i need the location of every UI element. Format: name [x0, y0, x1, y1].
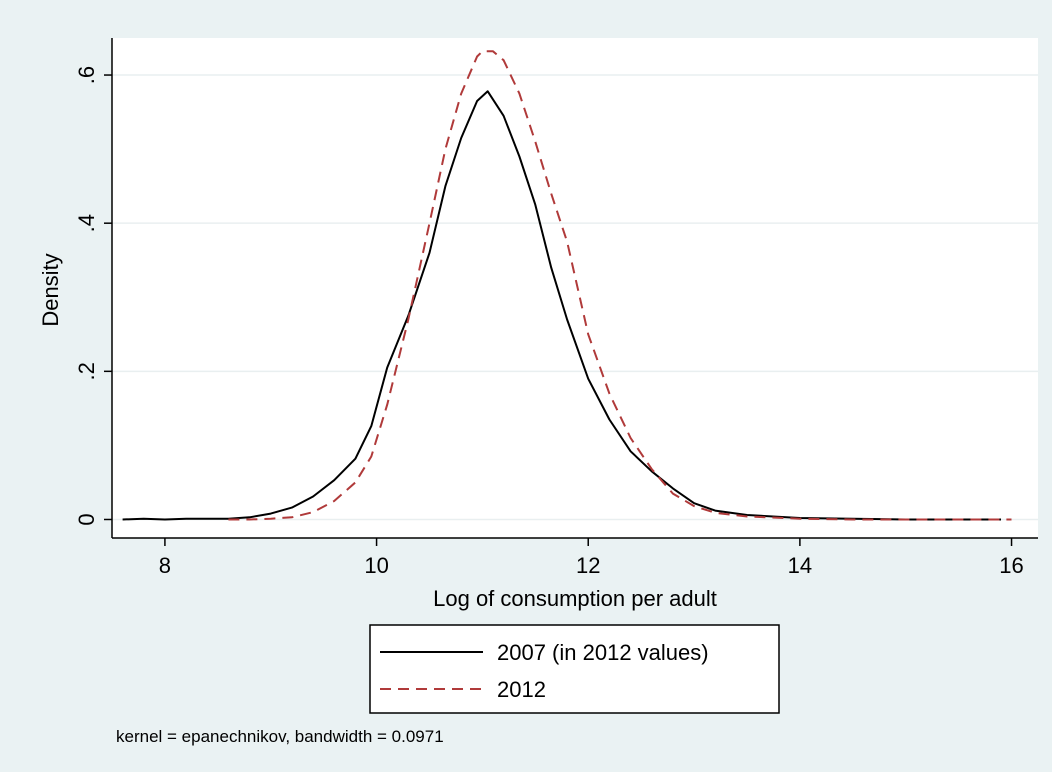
axes: [111, 38, 1038, 539]
chart-note: kernel = epanechnikov, bandwidth = 0.097…: [116, 727, 444, 746]
x-tick-label: 10: [364, 553, 388, 578]
legend-label-2007: 2007 (in 2012 values): [497, 640, 709, 665]
x-tick-label: 12: [576, 553, 600, 578]
series-line-2007: [122, 90, 1001, 521]
tick-marks-and-labels: 0 .2 .4 .6 8 10 12 14 16: [74, 66, 1024, 578]
legend-label-2012: 2012: [497, 677, 546, 702]
y-tick-label: .6: [74, 66, 99, 84]
y-tick-label: .4: [74, 214, 99, 232]
series-line-2012: [228, 50, 1012, 521]
legend-box: [369, 624, 780, 714]
plot-area: [112, 38, 1038, 538]
legend: 2007 (in 2012 values) 2012: [369, 624, 780, 714]
y-axis-title: Density: [38, 253, 63, 326]
x-axis-title: Log of consumption per adult: [433, 586, 717, 611]
series-lines: [122, 50, 1012, 521]
x-tick-label: 8: [159, 553, 171, 578]
x-tick-label: 16: [999, 553, 1023, 578]
y-tick-label: 0: [74, 513, 99, 525]
x-tick-label: 14: [788, 553, 812, 578]
y-tick-label: .2: [74, 362, 99, 380]
